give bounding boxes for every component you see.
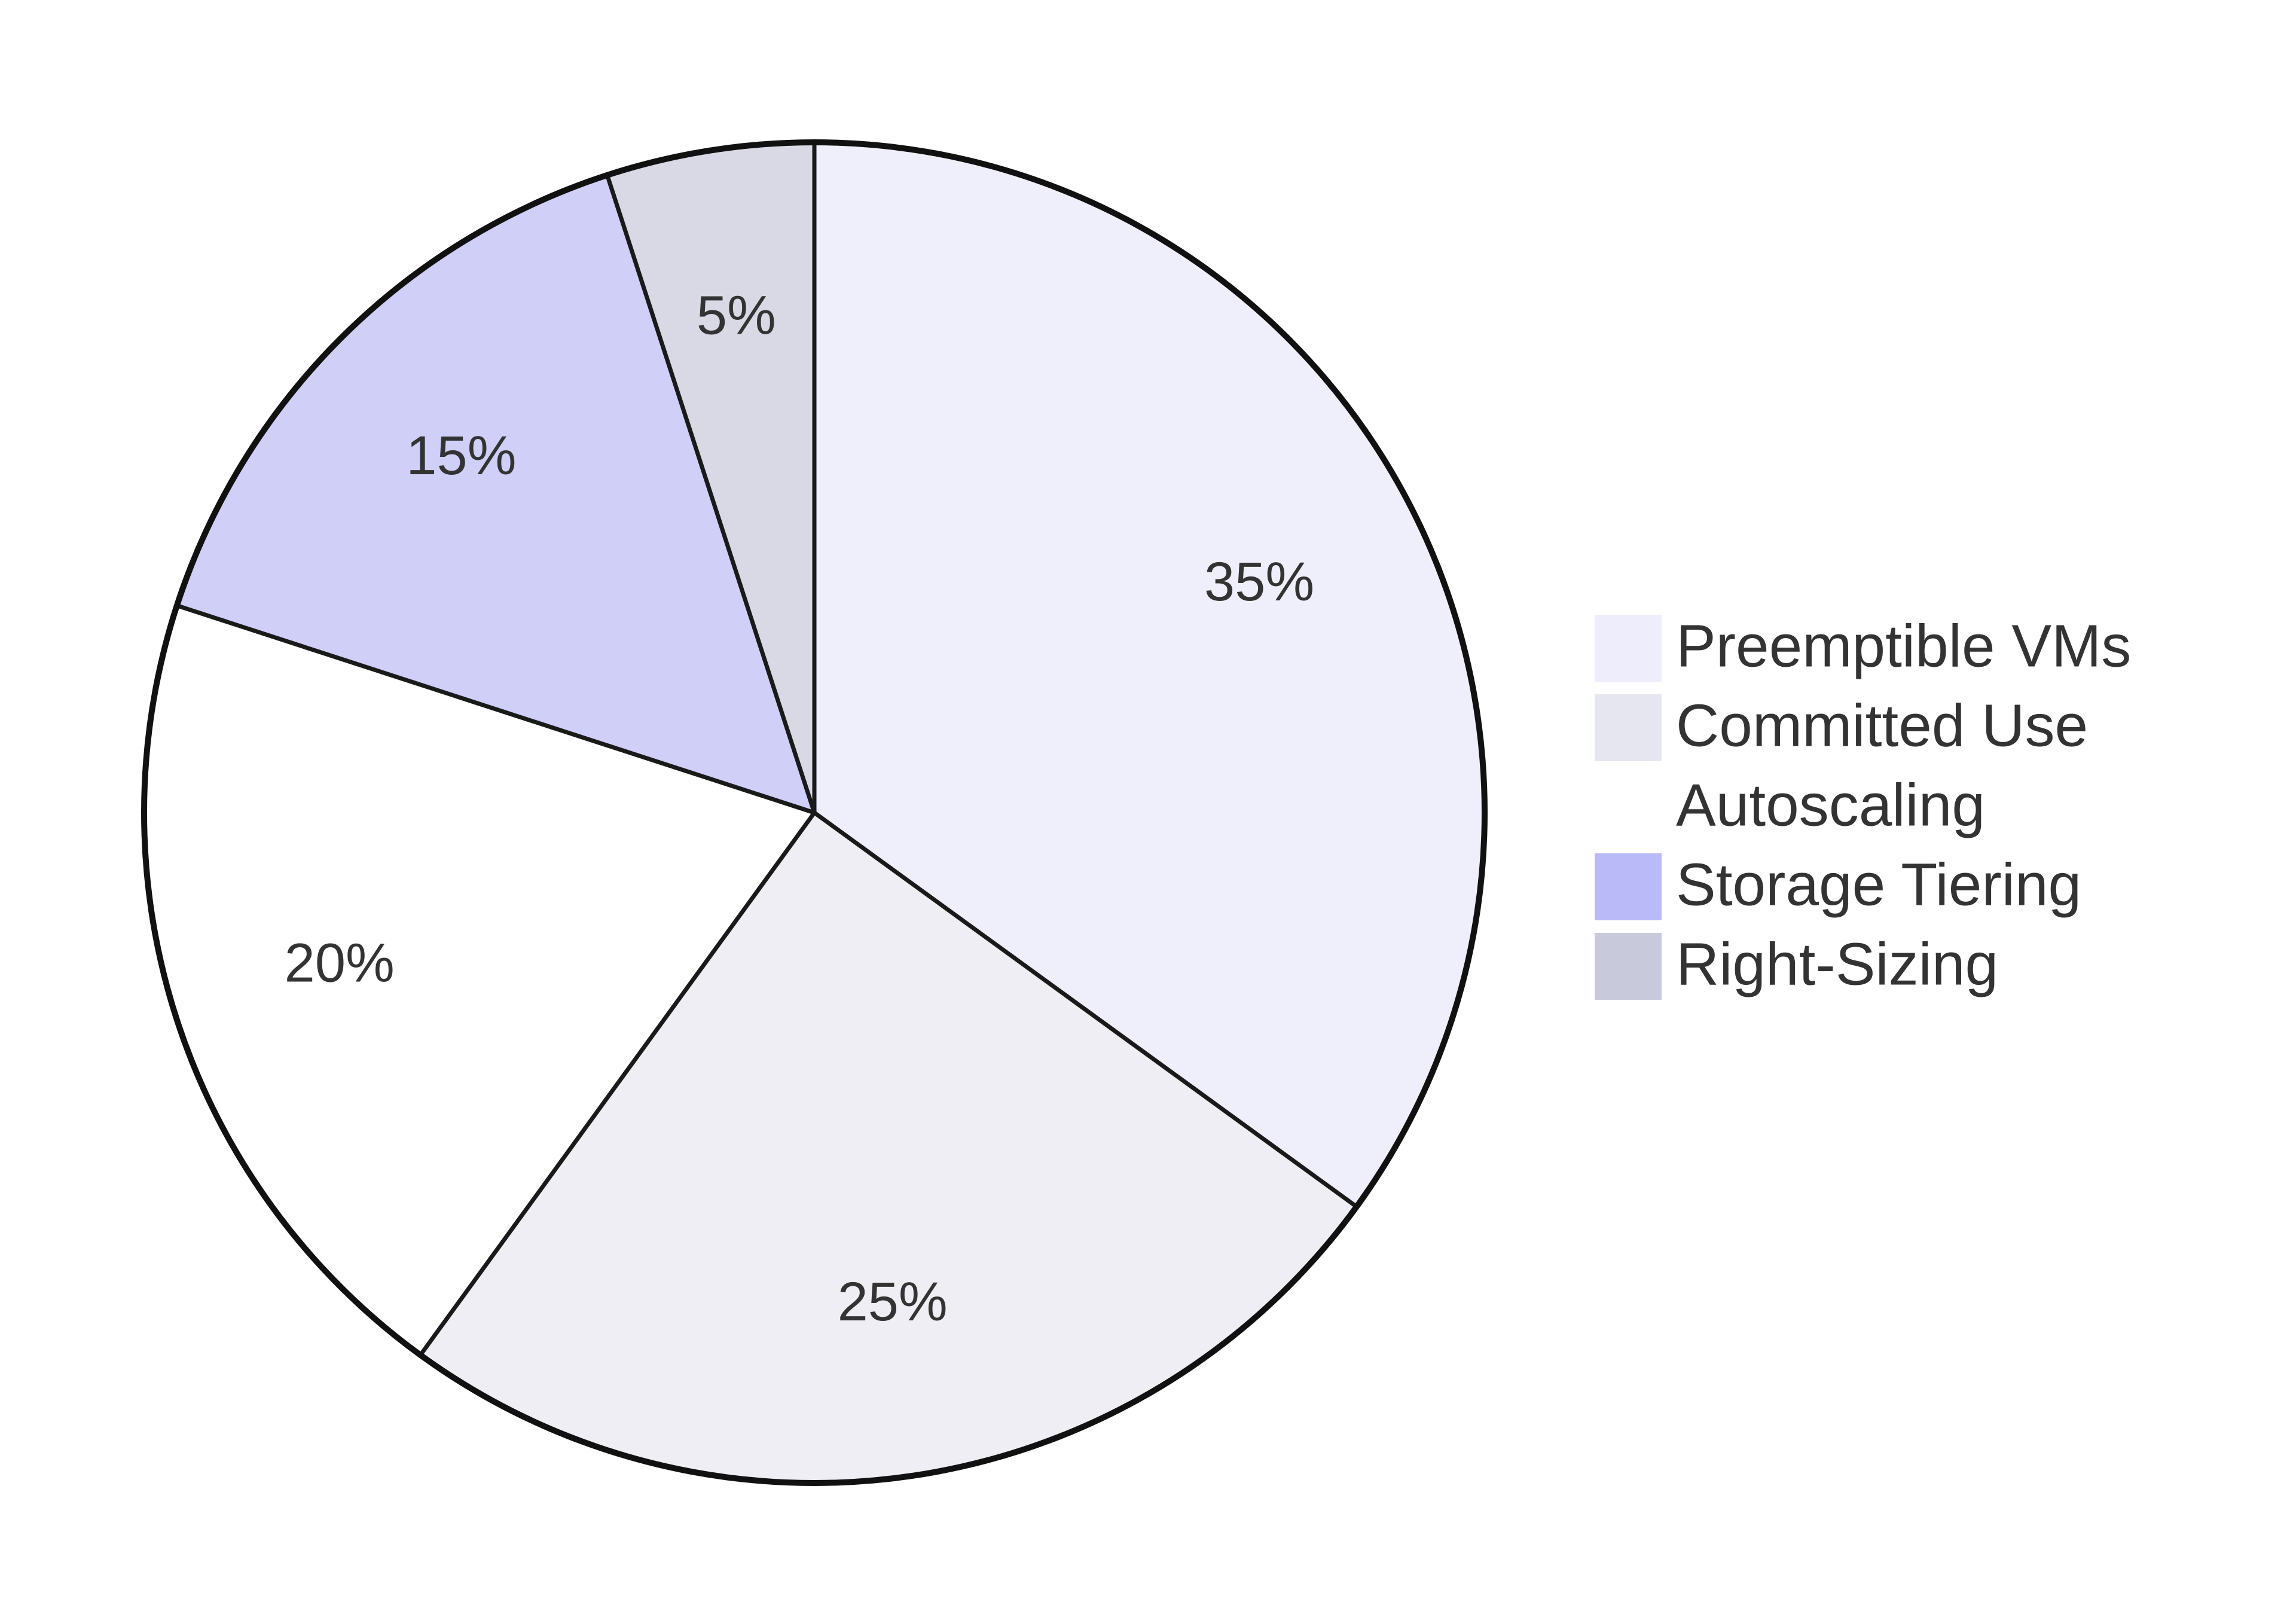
legend-swatch (1595, 853, 1662, 920)
legend-label: Autoscaling (1676, 771, 1985, 838)
slice-label-right-sizing: 5% (697, 285, 776, 346)
legend-label: Committed Use (1676, 692, 2088, 759)
pie-outline (141, 139, 1488, 1486)
legend-item-right-sizing: Right-Sizing (1595, 930, 1998, 1000)
legend-swatch (1595, 615, 1662, 682)
slice-label-committed-use: 25% (838, 1271, 948, 1332)
legend-item-storage-tiering: Storage Tiering (1595, 851, 2081, 920)
pie-slices (142, 140, 1487, 1485)
legend-item-committed-use: Committed Use (1595, 692, 2088, 761)
slice-label-preemptible-vms: 35% (1204, 551, 1314, 612)
legend-label: Storage Tiering (1676, 851, 2081, 918)
legend-swatch (1595, 694, 1662, 761)
slice-label-storage-tiering: 15% (406, 425, 516, 486)
legend-item-autoscaling: Autoscaling (1595, 771, 1985, 841)
legend-label: Right-Sizing (1676, 930, 1998, 997)
legend-item-preemptible-vms: Preemptible VMs (1595, 612, 2131, 682)
slice-labels: 35% 25% 20% 15% 5% (285, 285, 1315, 1332)
legend: Preemptible VMs Committed Use Autoscaling S… (1595, 612, 2131, 1000)
legend-label: Preemptible VMs (1676, 612, 2131, 679)
legend-swatch (1595, 774, 1662, 841)
legend-swatch (1595, 933, 1662, 1000)
slice-label-autoscaling: 20% (285, 932, 395, 993)
